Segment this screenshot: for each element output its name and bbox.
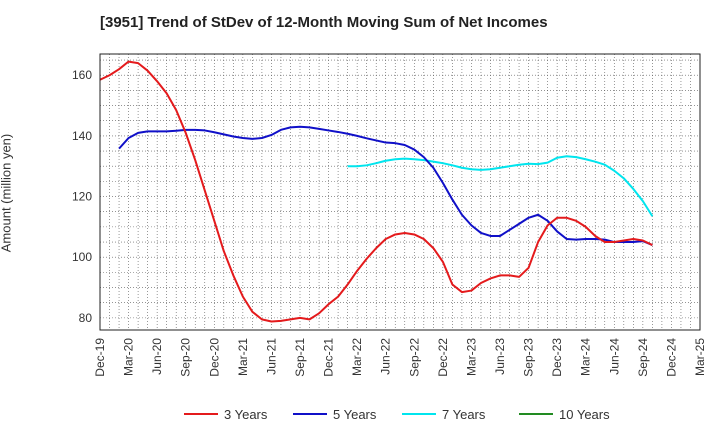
- y-tick-label: 160: [72, 68, 92, 82]
- plot-frame: [99, 53, 701, 331]
- x-tick-label: Dec-21: [322, 338, 336, 377]
- x-tick-label: Mar-20: [122, 338, 136, 376]
- y-tick-label: 80: [79, 311, 93, 325]
- chart-title: [3951] Trend of StDev of 12-Month Moving…: [100, 14, 548, 31]
- legend-label: 3 Years: [224, 407, 268, 422]
- series-line-3-years: [99, 60, 653, 323]
- y-tick-label: 100: [72, 250, 92, 264]
- x-tick-label: Jun-20: [150, 338, 164, 375]
- legend-label: 5 Years: [333, 407, 377, 422]
- y-tick-labels: 80 100 120 140 160: [72, 68, 92, 325]
- x-tick-label: Dec-19: [93, 338, 107, 377]
- y-tick-label: 120: [72, 190, 92, 204]
- x-tick-label: Sep-20: [179, 338, 193, 377]
- x-tick-label: Sep-22: [407, 338, 421, 377]
- x-tick-label: Mar-21: [236, 338, 250, 376]
- x-tick-label: Mar-25: [693, 338, 707, 376]
- x-tick-label: Jun-23: [493, 338, 507, 375]
- series-line-5-years: [118, 125, 653, 247]
- series-layer: [99, 60, 654, 323]
- series-line-7-years: [347, 155, 654, 217]
- x-tick-label: Dec-23: [550, 338, 564, 377]
- grid: [100, 54, 700, 330]
- x-tick-label: Sep-21: [293, 338, 307, 377]
- x-tick-label: Mar-24: [579, 338, 593, 376]
- legend-label: 10 Years: [559, 407, 610, 422]
- x-tick-label: Sep-24: [636, 338, 650, 377]
- x-tick-label: Sep-23: [522, 338, 536, 377]
- x-tick-label: Jun-22: [379, 338, 393, 375]
- y-tick-label: 140: [72, 129, 92, 143]
- x-tick-label: Jun-21: [264, 338, 278, 375]
- x-tick-label: Dec-24: [664, 338, 678, 377]
- legend-label: 7 Years: [442, 407, 486, 422]
- x-tick-label: Dec-22: [436, 338, 450, 377]
- x-tick-label: Mar-22: [350, 338, 364, 376]
- x-tick-labels: Dec-19 Mar-20 Jun-20 Sep-20 Dec-20 Mar-21 Jun-…: [93, 338, 707, 377]
- legend: 3 Years 5 Years 7 Years 10 Years: [184, 407, 610, 422]
- x-tick-label: Mar-23: [464, 338, 478, 376]
- x-tick-label: Dec-20: [207, 338, 221, 377]
- plot-area: [100, 54, 700, 330]
- x-tick-label: Jun-24: [607, 338, 621, 375]
